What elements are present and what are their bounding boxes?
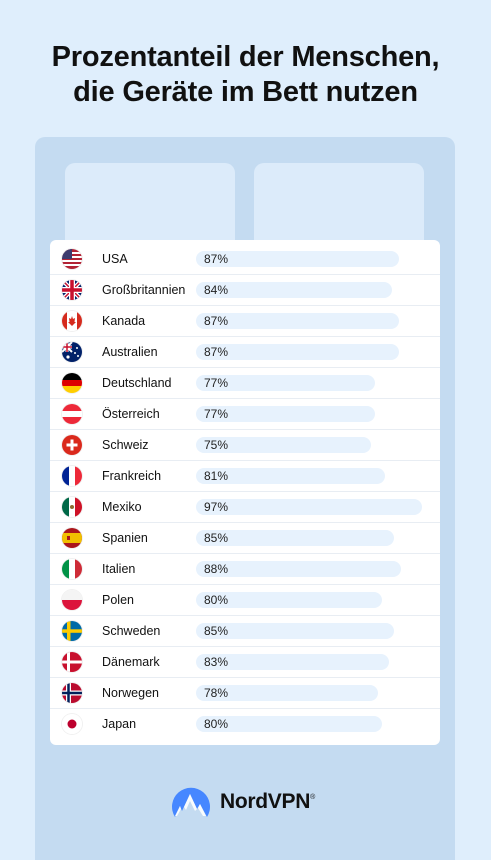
country-row: Schweiz 75% <box>50 430 440 461</box>
uk-flag-icon <box>62 280 82 300</box>
austria-flag-icon <box>62 404 82 424</box>
country-row: Frankreich 81% <box>50 461 440 492</box>
value-bar <box>196 716 382 732</box>
value-label: 88% <box>204 562 229 576</box>
value-bar <box>196 251 399 267</box>
country-row: Kanada 87% <box>50 306 440 337</box>
value-bar <box>196 313 399 329</box>
country-row: USA 87% <box>50 244 440 275</box>
france-flag-icon <box>62 466 82 486</box>
value-bar <box>196 592 382 608</box>
title-line-2: die Geräte im Bett nutzen <box>73 76 418 108</box>
value-label: 75% <box>204 438 229 452</box>
country-label: Frankreich <box>102 469 162 483</box>
value-bar <box>196 499 422 515</box>
country-row: Großbritannien 84% <box>50 275 440 306</box>
country-row: Australien 87% <box>50 337 440 368</box>
sweden-flag-icon <box>62 621 82 641</box>
country-label: Spanien <box>102 531 148 545</box>
germany-flag-icon <box>62 373 82 393</box>
value-bar <box>196 344 399 360</box>
country-label: Schweden <box>102 624 161 638</box>
country-row: Norwegen 78% <box>50 678 440 709</box>
value-label: 87% <box>204 252 229 266</box>
country-row: Deutschland 77% <box>50 368 440 399</box>
brand-footer: NordVPN® <box>170 784 315 820</box>
value-bar <box>196 654 389 670</box>
value-bar <box>196 561 401 577</box>
country-row: Schweden 85% <box>50 616 440 647</box>
chart-title: Prozentanteil der Menschen, die Geräte i… <box>0 40 491 110</box>
canada-flag-icon <box>62 311 82 331</box>
denmark-flag-icon <box>62 652 82 672</box>
value-label: 97% <box>204 500 229 514</box>
value-bar <box>196 685 378 701</box>
value-label: 87% <box>204 345 229 359</box>
country-label: Dänemark <box>102 655 160 669</box>
usa-flag-icon <box>62 249 82 269</box>
value-label: 80% <box>204 717 229 731</box>
value-label: 84% <box>204 283 229 297</box>
value-label: 80% <box>204 593 229 607</box>
country-label: Schweiz <box>102 438 149 452</box>
country-row: Italien 88% <box>50 554 440 585</box>
mexico-flag-icon <box>62 497 82 517</box>
country-label: Australien <box>102 345 158 359</box>
value-label: 83% <box>204 655 229 669</box>
country-row: Japan 80% <box>50 709 440 740</box>
nordvpn-logo-icon <box>172 787 210 817</box>
country-label: Österreich <box>102 407 160 421</box>
value-bar <box>196 406 375 422</box>
value-bar <box>196 375 375 391</box>
norway-flag-icon <box>62 683 82 703</box>
value-label: 78% <box>204 686 229 700</box>
value-bar <box>196 437 371 453</box>
value-bar <box>196 623 394 639</box>
chart-card: USA 87% Großbritannien 84% Kanada 87% Australi… <box>50 240 440 745</box>
country-label: Norwegen <box>102 686 159 700</box>
country-label: Polen <box>102 593 134 607</box>
country-row: Spanien 85% <box>50 523 440 554</box>
country-label: Japan <box>102 717 137 731</box>
country-label: USA <box>102 252 128 266</box>
country-label: Deutschland <box>102 376 172 390</box>
australia-flag-icon <box>62 342 82 362</box>
country-label: Mexiko <box>102 500 142 514</box>
value-label: 81% <box>204 469 229 483</box>
value-bar <box>196 468 385 484</box>
country-label: Kanada <box>102 314 146 328</box>
country-row: Mexiko 97% <box>50 492 440 523</box>
country-label: Großbritannien <box>102 283 186 297</box>
value-label: 77% <box>204 376 229 390</box>
value-bar <box>196 530 394 546</box>
country-row: Polen 80% <box>50 585 440 616</box>
italy-flag-icon <box>62 559 82 579</box>
value-bar <box>196 282 392 298</box>
title-line-1: Prozentanteil der Menschen, <box>51 41 440 73</box>
country-row: Österreich 77% <box>50 399 440 430</box>
country-row: Dänemark 83% <box>50 647 440 678</box>
brand-name: NordVPN® <box>220 790 315 813</box>
value-label: 85% <box>204 624 229 638</box>
country-label: Italien <box>102 562 136 576</box>
value-label: 87% <box>204 314 229 328</box>
switzerland-flag-icon <box>62 435 82 455</box>
value-label: 85% <box>204 531 229 545</box>
value-label: 77% <box>204 407 229 421</box>
poland-flag-icon <box>62 590 82 610</box>
spain-flag-icon <box>62 528 82 548</box>
japan-flag-icon <box>62 714 82 734</box>
